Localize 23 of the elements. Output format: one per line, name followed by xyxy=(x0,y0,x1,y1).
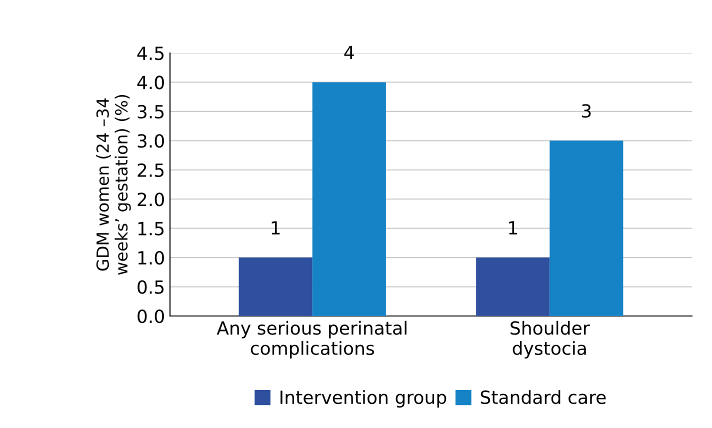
y-tick-label: 0.0 xyxy=(138,309,164,324)
bar xyxy=(476,258,550,316)
bar xyxy=(312,82,386,316)
y-tick-label: 0.5 xyxy=(138,280,164,294)
y-axis-title: GDM women (24 –34 weeks’ gestation) (%) xyxy=(96,94,131,275)
x-tick-label: Any serious perinatal complications xyxy=(216,320,406,359)
y-tick-label: 2.0 xyxy=(138,192,164,206)
data-label: 4 xyxy=(344,46,354,60)
data-label: 3 xyxy=(582,104,591,118)
y-tick-label: 3.0 xyxy=(138,134,164,148)
x-tick-label: Shoulder dystocia xyxy=(510,320,590,359)
bar xyxy=(238,258,312,316)
legend-label: Intervention group xyxy=(280,390,446,408)
y-tick-label: 1.0 xyxy=(138,251,164,265)
y-tick-label: 1.5 xyxy=(138,222,164,236)
bar xyxy=(550,140,624,316)
y-tick-label: 4.5 xyxy=(137,46,164,60)
legend-label: Standard care xyxy=(480,390,606,404)
y-tick-label: 2.5 xyxy=(138,163,164,178)
data-label: 1 xyxy=(509,221,517,234)
data-label: 1 xyxy=(272,221,280,234)
y-tick-label: 4.0 xyxy=(137,76,164,90)
y-tick-label: 3.5 xyxy=(138,104,164,119)
